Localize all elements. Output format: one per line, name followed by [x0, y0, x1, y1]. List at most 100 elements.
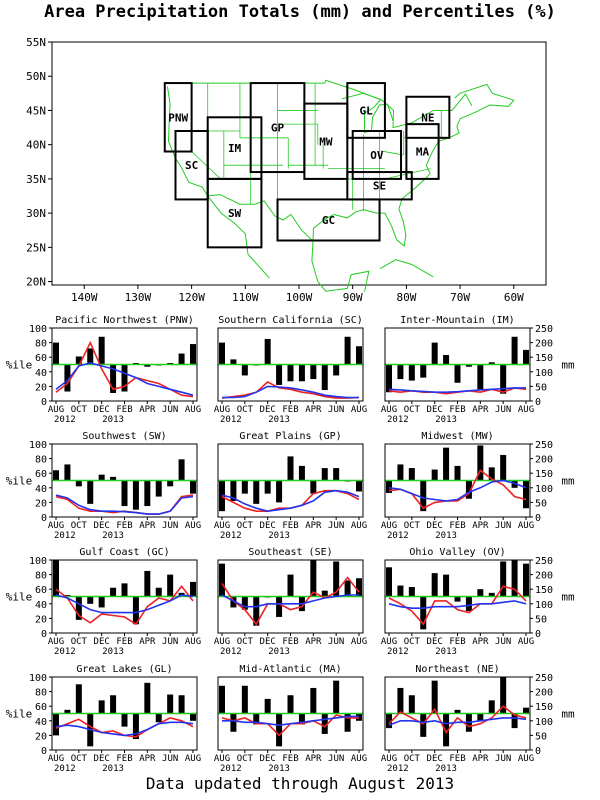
x-tick-label: AUG [518, 405, 534, 415]
right-tick-label: 0 [535, 629, 541, 640]
x-tick-label: AUG [48, 637, 64, 647]
x-tick-label: AUG [214, 754, 230, 764]
percentile-bar [408, 468, 415, 481]
lon-tick-label: 100W [286, 291, 313, 304]
right-tick-label: 50 [535, 731, 547, 742]
x-tick-label: JUN [162, 754, 178, 764]
percentile-bar [276, 713, 283, 747]
x-tick-label: JUN [495, 521, 511, 531]
normal-mm-line [388, 717, 527, 726]
panel-title: Gulf Coast (GC) [79, 547, 169, 558]
left-tick-label: 0 [41, 513, 47, 524]
percentile-bar [454, 596, 461, 602]
x-tick-label: JUN [162, 405, 178, 415]
region-label-sc: SC [185, 159, 198, 172]
percentile-bar [132, 596, 139, 625]
right-tick-label: 100 [535, 368, 553, 379]
percentile-bar [98, 474, 105, 481]
left-tick-label: 0 [41, 397, 47, 408]
percentile-bar [87, 348, 94, 365]
x-tick-label: AUG [351, 637, 367, 647]
x-tick-label: OCT [404, 637, 421, 647]
percentile-bar [144, 570, 151, 597]
percentile-bar [98, 336, 105, 365]
left-tick-label: 20 [35, 382, 47, 393]
year-label: 2012 [220, 531, 242, 541]
percentile-bar [121, 480, 128, 507]
panel-title: Great Lakes (GL) [76, 664, 172, 675]
percentile-bar [397, 364, 404, 380]
lon-tick-label: 110W [232, 291, 259, 304]
percentile-bar [310, 560, 317, 597]
percentile-bar [98, 700, 105, 714]
year-label: 2012 [54, 764, 76, 774]
panel-title: Northeast (NE) [415, 664, 499, 675]
percentile-bar [408, 364, 415, 381]
percentile-bar [155, 480, 162, 497]
percentile-bar [477, 589, 484, 597]
x-tick-label: FEB [449, 521, 465, 531]
x-tick-label: DEC [260, 405, 276, 415]
year-label: 2012 [387, 531, 409, 541]
right-tick-label: 250 [535, 440, 553, 451]
x-tick-label: OCT [71, 637, 88, 647]
percentile-bar [75, 596, 82, 620]
normal-mm-line [222, 715, 359, 727]
percentile-bar [298, 465, 305, 481]
percentile-bar [53, 713, 59, 736]
percentile-bar [144, 682, 151, 714]
percentile-bar [155, 713, 162, 723]
x-tick-label: JUN [162, 521, 178, 531]
normal-mm-line [388, 600, 527, 610]
normal-mm-line [55, 594, 194, 614]
percentile-bar [465, 596, 472, 612]
right-tick-label: 100 [535, 600, 553, 611]
panel-title: Inter-Mountain (IM) [400, 315, 514, 326]
percentile-bar [431, 342, 438, 365]
percentile-bar [431, 680, 438, 714]
mexico-border [207, 194, 314, 242]
left-tick-label: 100 [29, 556, 47, 567]
region-label-gp: GP [271, 122, 285, 135]
x-tick-label: APR [305, 637, 322, 647]
x-tick-label: OCT [404, 521, 421, 531]
percentile-bar [64, 709, 71, 714]
right-axis-label: mm [561, 708, 575, 721]
x-tick-label: JUN [495, 754, 511, 764]
year-label: 2013 [102, 764, 124, 774]
x-tick-label: AUG [381, 637, 397, 647]
left-tick-label: 0 [41, 746, 47, 757]
x-tick-label: OCT [237, 754, 254, 764]
region-label-gl: GL [359, 104, 373, 117]
percentile-bar [230, 480, 237, 501]
x-tick-label: APR [472, 754, 489, 764]
state-border [380, 150, 404, 156]
region-label-mw: MW [319, 135, 333, 148]
percentile-bar [87, 596, 94, 604]
normal-mm-line [55, 494, 194, 515]
right-tick-label: 200 [535, 339, 553, 350]
percentile-bar [253, 596, 260, 626]
percentile-bar [276, 596, 283, 617]
right-tick-label: 250 [535, 673, 553, 684]
x-tick-label: AUG [214, 637, 230, 647]
x-tick-label: FEB [282, 521, 298, 531]
percentile-bar [454, 465, 461, 481]
x-tick-label: AUG [48, 405, 64, 415]
percentile-bar [500, 561, 507, 597]
x-tick-label: APR [472, 405, 489, 415]
year-label: 2012 [54, 415, 76, 425]
left-tick-label: 0 [41, 629, 47, 640]
percentile-bar [344, 336, 351, 365]
left-tick-label: 40 [35, 484, 47, 495]
lat-tick-label: 40N [26, 139, 46, 152]
panel-title: Great Plains (GP) [239, 431, 341, 442]
x-tick-label: DEC [427, 754, 443, 764]
year-label: 2012 [387, 764, 409, 774]
percentile-bar [178, 459, 185, 481]
x-tick-label: FEB [282, 405, 298, 415]
percentile-bar [477, 364, 484, 390]
percentile-bar [477, 713, 484, 721]
percentile-bar [53, 560, 59, 597]
